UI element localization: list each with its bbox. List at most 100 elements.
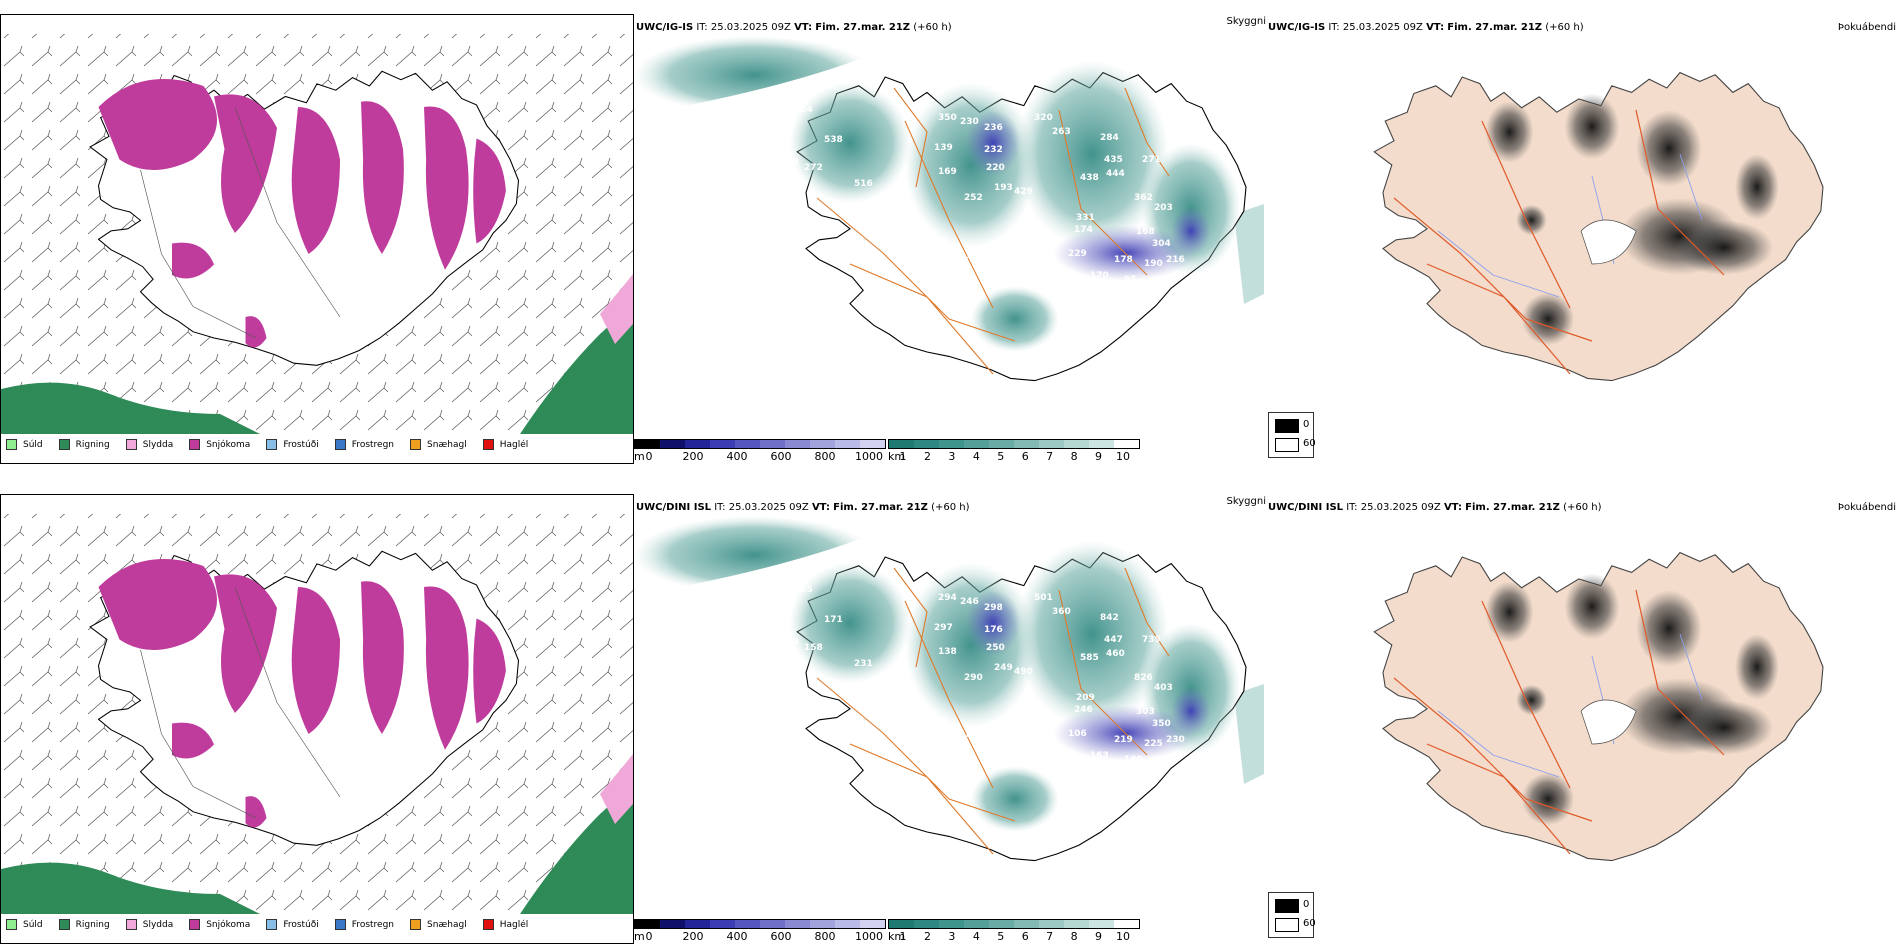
cloud-base-bar-swatches: [634, 919, 886, 929]
precip-legend: Súld Rigning Slydda Snjókoma Frostúði Frostre…: [6, 919, 544, 930]
panel-header: UWC/IG-IS IT: 25.03.2025 09Z VT: Fim. 27…: [636, 22, 952, 34]
colorbar-segment: [1064, 440, 1089, 448]
colorbar-segment: [760, 920, 785, 928]
colorbar-segment: [964, 440, 989, 448]
colorbar-tick: 3: [948, 450, 956, 463]
precip-legend-item: Frostúði: [266, 919, 319, 930]
colorbar-tick: 8: [1070, 450, 1078, 463]
cloud-base-colorbar: m 0 200 400 600 800 1000: [634, 439, 886, 465]
cloud-base-label: 254: [780, 637, 799, 647]
cloud-base-label: 739: [1142, 635, 1161, 645]
cloud-base-label: 303: [1136, 707, 1155, 717]
colorbar-segment: [660, 440, 685, 448]
legend-swatch: [334, 919, 346, 930]
precip-legend-item: Snæhagl: [410, 439, 467, 450]
cloud-base-label: 228: [1062, 277, 1081, 287]
lead-time: (+60 h): [1545, 22, 1584, 33]
fog-title: Þokuábendi: [1837, 502, 1896, 513]
cloud-base-label: 231: [854, 659, 873, 669]
colorbar-segment: [939, 920, 964, 928]
colorbar-tick: 6: [1021, 930, 1029, 943]
cloud-base-label: 224: [1074, 789, 1093, 799]
colorbar-tick: 1: [899, 930, 907, 943]
precip-map: [0, 14, 634, 464]
cloud-base-label: 350: [938, 113, 957, 123]
colorbar-segment: [660, 920, 685, 928]
cloud-base-label: 334: [746, 609, 765, 619]
cloud-visibility-panel: UWC/DINI ISL IT: 25.03.2025 09Z VT: Fim.…: [634, 494, 1316, 945]
cloud-base-label: 842: [1100, 613, 1119, 623]
legend-label: Slydda: [142, 439, 174, 450]
cloud-base-label: 444: [1106, 169, 1125, 179]
colorbar-segment: [1014, 920, 1039, 928]
colorbar-tick: 200: [682, 930, 704, 943]
cloud-base-label: 826: [1134, 673, 1153, 683]
colorbar-segment: [785, 440, 810, 448]
vt-value: Fim. 27.mar. 21Z: [1447, 22, 1543, 33]
cloud-base-bar-swatches: [634, 439, 886, 449]
cloud-base-label: 403: [1154, 683, 1173, 693]
colorbar-tick: 10: [1116, 930, 1130, 943]
panel-header: UWC/IG-IS IT: 25.03.2025 09Z VT: Fim. 27…: [1268, 22, 1584, 34]
visibility-colorbar: km 1 2 3 4 5 6 7 8 9 10: [888, 919, 1140, 945]
cloud-base-label: 490: [1014, 667, 1033, 677]
legend-label: Slydda: [142, 919, 174, 930]
legend-swatch: [482, 919, 494, 930]
cloud-base-label: 236: [944, 402, 963, 412]
cloud-base-label: 190: [1144, 259, 1163, 269]
precip-type-panel: UWC/IG-IS IT: 25.03.2025 09Z VT: Fim. 27…: [0, 14, 634, 464]
cloud-base-label: 438: [1080, 173, 1099, 183]
legend-label: Frostregn: [351, 439, 395, 450]
fog-legend-light: [1275, 918, 1299, 932]
colorbar-tick: 9: [1095, 930, 1103, 943]
legend-swatch: [189, 919, 201, 930]
visibility-colorbar: km 1 2 3 4 5 6 7 8 9 10: [888, 439, 1140, 465]
colorbar-segment: [1114, 920, 1139, 928]
it-label: IT:: [1346, 502, 1358, 513]
colorbar-tick: 7: [1046, 450, 1054, 463]
cloud-base-label: 171: [824, 615, 843, 625]
colorbar-tick: 200: [682, 450, 704, 463]
precip-legend-item: Frostregn: [334, 919, 394, 930]
lead-time: (+60 h): [931, 502, 970, 513]
cloud-base-label: 360: [786, 675, 805, 685]
precip-legend-item: Rigning: [58, 919, 110, 930]
cloud-base-label: 383: [770, 203, 789, 213]
cloud-base-label: 585: [1080, 653, 1099, 663]
colorbar-segment: [635, 440, 660, 448]
colorbar-segment: [939, 440, 964, 448]
cloud-base-label: 331: [1076, 213, 1095, 223]
it-label: IT:: [714, 502, 726, 513]
legend-label: Haglél: [499, 439, 529, 450]
legend-swatch: [266, 919, 278, 930]
fog-legend-dark-label: 0: [1303, 899, 1310, 910]
colorbar-tick: 2: [923, 930, 931, 943]
colorbar-segment: [735, 920, 760, 928]
precip-legend-item: Snæhagl: [410, 919, 467, 930]
cloud-base-label: 189: [746, 129, 765, 139]
cloud-base-label: 213: [950, 369, 969, 379]
colorbar-segment: [835, 920, 860, 928]
precip-legend-item: Slydda: [125, 919, 174, 930]
cloud-visibility-panel: UWC/IG-IS IT: 25.03.2025 09Z VT: Fim. 27…: [634, 14, 1316, 465]
colorbar-segment: [1039, 440, 1064, 448]
cloud-base-label: 220: [986, 163, 1005, 173]
cloud-base-label: 111: [966, 251, 985, 261]
colorbar-segment: [635, 920, 660, 928]
precip-legend-item: Haglél: [482, 919, 528, 930]
cloud-base-label: 139: [934, 143, 953, 153]
model-name: UWC/DINI ISL: [636, 502, 712, 513]
cloud-base-label: 250: [986, 643, 1005, 653]
cloud-base-label: 236: [984, 123, 1003, 133]
colorbar-tick: 8: [1070, 930, 1078, 943]
cloud-base-label: 294: [938, 593, 957, 603]
it-value: 25.03.2025 09Z: [1360, 502, 1441, 513]
cloud-base-label: 350: [1152, 719, 1171, 729]
model-name: UWC/IG-IS: [636, 22, 694, 33]
visibility-unit: km: [888, 450, 906, 463]
colorbar-tick: 400: [726, 930, 748, 943]
vt-value: Fim. 27.mar. 21Z: [833, 502, 928, 513]
